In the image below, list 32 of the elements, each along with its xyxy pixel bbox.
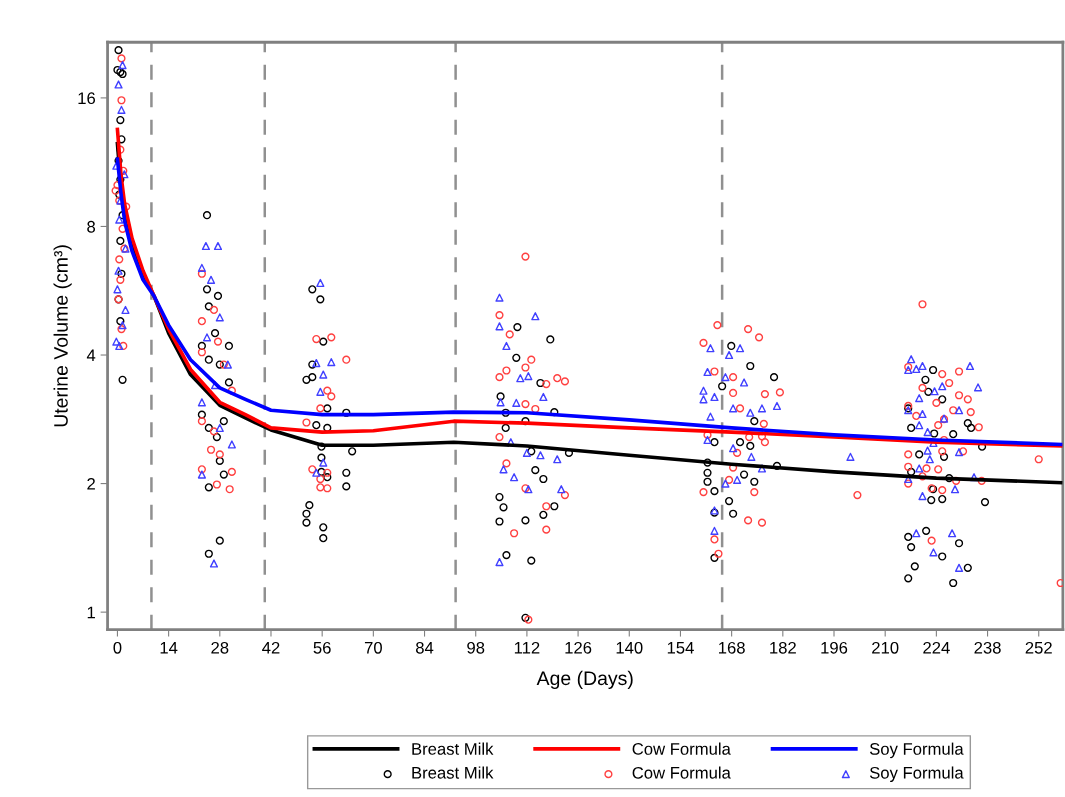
y-tick-label: 2 <box>87 477 95 490</box>
y-tick-label: 1 <box>87 606 95 619</box>
legend-label: Cow Formula <box>632 766 731 779</box>
x-tick-label: 42 <box>262 641 280 654</box>
x-tick-label: 154 <box>667 642 694 654</box>
y-axis-title: Uterine Volume (cm³) <box>53 245 72 427</box>
y-tick-label: 4 <box>86 349 96 362</box>
x-tick-label: 252 <box>1025 641 1052 654</box>
legend-label: Cow Formula <box>632 742 731 755</box>
x-tick-label: 168 <box>719 641 745 654</box>
x-tick-label: 126 <box>565 641 592 654</box>
x-tick-label: 112 <box>514 641 540 654</box>
x-tick-label: 28 <box>211 641 229 654</box>
x-tick-label: 238 <box>974 641 1001 654</box>
x-tick-label: 196 <box>821 641 848 654</box>
x-tick-label: 224 <box>923 641 950 654</box>
x-axis-title: Age (Days) <box>536 670 633 689</box>
y-tick-label: 16 <box>78 92 96 105</box>
x-tick-label: 210 <box>872 641 899 654</box>
x-tick-label: 182 <box>770 641 796 654</box>
legend-label: Breast Milk <box>412 742 494 755</box>
x-tick-label: 98 <box>467 641 485 654</box>
legend-label: Soy Formula <box>869 742 964 759</box>
x-tick-label: 14 <box>160 642 178 654</box>
x-tick-label: 140 <box>616 641 643 654</box>
x-tick-label: 0 <box>113 641 122 654</box>
y-tick-label: 8 <box>87 220 96 233</box>
legend-label: Breast Milk <box>412 766 494 779</box>
x-tick-label: 84 <box>415 641 434 654</box>
legend-label: Soy Formula <box>869 766 964 782</box>
x-tick-label: 70 <box>364 641 382 654</box>
x-tick-label: 56 <box>313 641 331 654</box>
